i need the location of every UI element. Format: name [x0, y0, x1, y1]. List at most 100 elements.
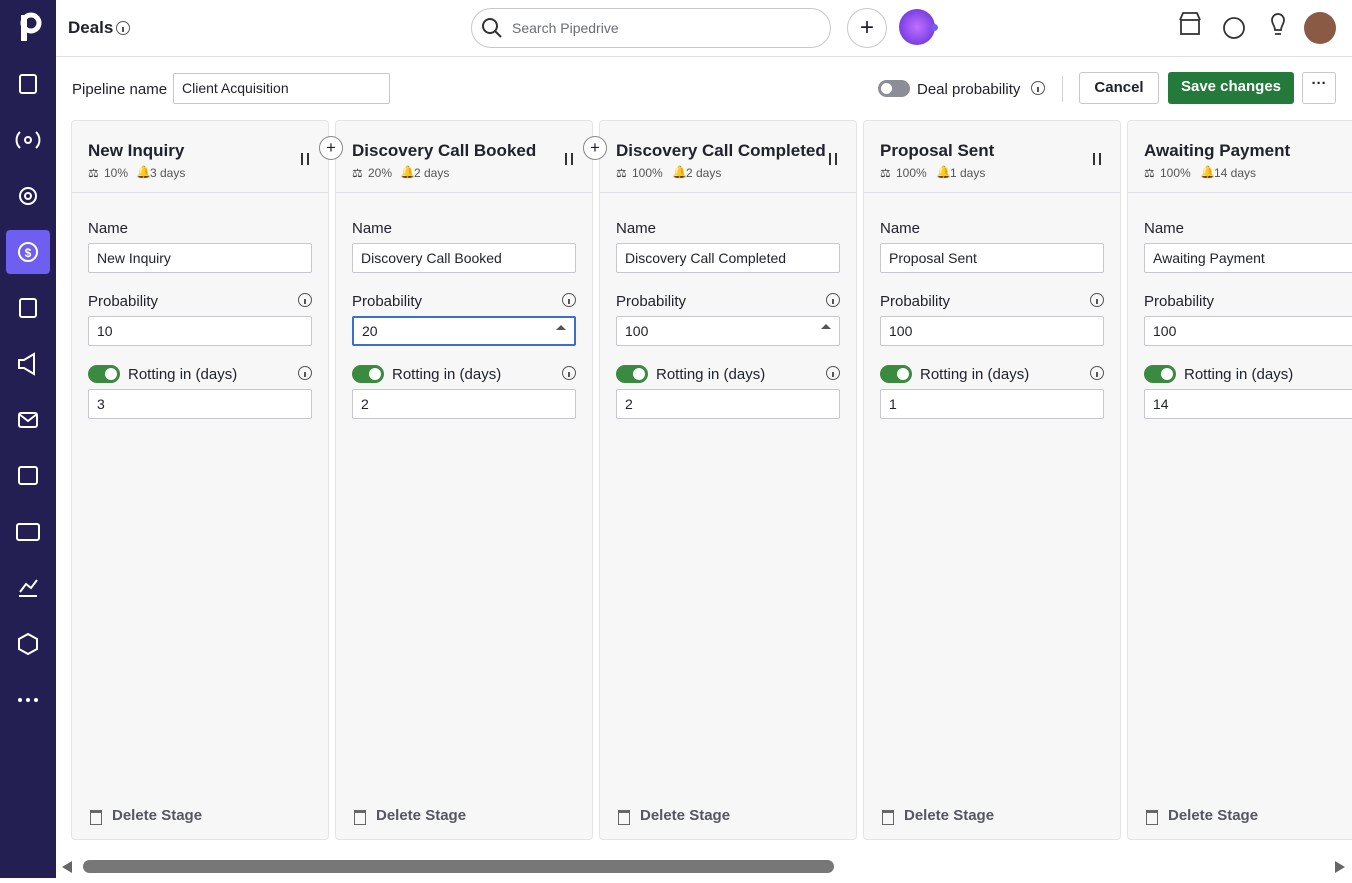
stage-column: Proposal Sent ⚖ 100% 🔔 1 days Name Proposal Se…: [863, 120, 1121, 840]
deal-probability-label: Deal probability: [917, 81, 1021, 98]
rotting-input[interactable]: 2: [616, 389, 840, 419]
trash-icon: [618, 810, 630, 825]
add-stage-button[interactable]: +: [319, 136, 343, 160]
rotting-input[interactable]: 14: [1144, 389, 1352, 419]
trash-icon: [90, 810, 102, 825]
name-input[interactable]: New Inquiry: [88, 243, 312, 273]
delete-stage[interactable]: Delete Stage: [904, 807, 995, 824]
balance-icon: ⚖: [352, 166, 363, 180]
probability-input[interactable]: 100: [616, 316, 840, 346]
stage-column: New Inquiry ⚖ 10% 🔔 3 days Name New Inquiry Pro…: [71, 120, 329, 840]
name-input[interactable]: Discovery Call Booked: [352, 243, 576, 273]
stage-probability-summary: 100%: [896, 166, 927, 180]
header-divider: [864, 192, 1120, 193]
name-label: Name: [88, 220, 129, 237]
rotting-label: Rotting in (days): [920, 366, 1030, 383]
balance-icon: ⚖: [616, 166, 627, 180]
header-divider: [336, 192, 592, 193]
stage-rotting-summary: 2 days: [414, 166, 450, 180]
rotting-info: [562, 366, 576, 380]
rotting-input[interactable]: 3: [88, 389, 312, 419]
probability-label: Probability: [1144, 293, 1215, 310]
stage-name: Discovery Call Booked: [352, 141, 537, 160]
more-button[interactable]: ···: [1302, 72, 1336, 104]
title-info: [116, 21, 130, 35]
probability-label: Probability: [880, 293, 951, 310]
bell-icon: 🔔: [1200, 165, 1215, 179]
drag-handle[interactable]: [829, 153, 837, 165]
drag-handle[interactable]: [565, 153, 573, 165]
probability-input[interactable]: 10: [88, 316, 312, 346]
ai-dot: [931, 24, 938, 31]
drag-handle[interactable]: [301, 153, 309, 165]
probability-info: [1090, 293, 1104, 307]
avatar[interactable]: [1304, 12, 1336, 44]
drag-handle[interactable]: [1093, 153, 1101, 165]
rotting-input[interactable]: 1: [880, 389, 1104, 419]
search-box[interactable]: Search Pipedrive: [471, 8, 831, 48]
save-button[interactable]: Save changes: [1168, 72, 1294, 104]
stage-rotting-summary: 14 days: [1214, 166, 1257, 180]
probability-label: Probability: [352, 293, 423, 310]
name-label: Name: [352, 220, 393, 237]
rotting-toggle[interactable]: [1144, 365, 1176, 383]
stage-rotting-summary: 2 days: [686, 166, 722, 180]
balance-icon: ⚖: [880, 166, 891, 180]
name-input[interactable]: Awaiting Payment: [1144, 243, 1352, 273]
probability-info: [826, 293, 840, 307]
ai-button[interactable]: [899, 9, 935, 45]
rotting-toggle[interactable]: [88, 365, 120, 383]
stage-name: Proposal Sent: [880, 141, 995, 160]
probability-input[interactable]: 100: [1144, 316, 1352, 346]
scroll-right[interactable]: [1335, 861, 1345, 873]
delete-stage[interactable]: Delete Stage: [112, 807, 203, 824]
scroll-left[interactable]: [62, 861, 72, 873]
rotting-toggle[interactable]: [616, 365, 648, 383]
cancel-button[interactable]: Cancel: [1079, 72, 1159, 104]
stage-board: New Inquiry ⚖ 10% 🔔 3 days Name New Inquiry Pro…: [56, 110, 1352, 850]
sidebar-icons: $: [6, 12, 50, 702]
rotting-input[interactable]: 2: [352, 389, 576, 419]
delete-stage[interactable]: Delete Stage: [1168, 807, 1259, 824]
add-stage-button[interactable]: +: [583, 136, 607, 160]
rotting-label: Rotting in (days): [128, 366, 238, 383]
delete-stage[interactable]: Delete Stage: [640, 807, 731, 824]
probability-info: [1031, 81, 1045, 95]
add-button[interactable]: +: [847, 8, 887, 48]
name-input[interactable]: Discovery Call Completed: [616, 243, 840, 273]
header-divider: [72, 192, 328, 193]
top-bar: Deals Search Pipedrive +: [56, 0, 1352, 57]
probability-label: Probability: [88, 293, 159, 310]
stage-column: Discovery Call Completed ⚖ 100% 🔔 2 days Name…: [599, 120, 857, 840]
scrollbar-thumb[interactable]: [83, 860, 834, 873]
probability-switch[interactable]: [878, 80, 910, 97]
trash-icon: [1146, 810, 1158, 825]
stage-column: Awaiting Payment ⚖ 100% 🔔 14 days Name Awaitin…: [1127, 120, 1352, 840]
delete-stage[interactable]: Delete Stage: [376, 807, 467, 824]
name-input[interactable]: Proposal Sent: [880, 243, 1104, 273]
probability-input[interactable]: 20: [352, 316, 576, 346]
bell-icon: 🔔: [672, 165, 687, 179]
header-divider: [600, 192, 856, 193]
name-label: Name: [880, 220, 921, 237]
stage-probability-summary: 100%: [632, 166, 663, 180]
rotting-label: Rotting in (days): [656, 366, 766, 383]
stage-name: Awaiting Payment: [1144, 141, 1291, 160]
rotting-info: [826, 366, 840, 380]
stage-probability-summary: 10%: [104, 166, 129, 180]
probability-info: [562, 293, 576, 307]
header-divider: [1128, 192, 1352, 193]
stage-rotting-summary: 1 days: [950, 166, 986, 180]
pipeline-name-input[interactable]: Client Acquisition: [173, 73, 390, 104]
probability-label: Probability: [616, 293, 687, 310]
bell-icon: 🔔: [936, 165, 951, 179]
divider: [1062, 76, 1063, 102]
balance-icon: ⚖: [1144, 166, 1155, 180]
rotting-toggle[interactable]: [880, 365, 912, 383]
stage-name: Discovery Call Completed: [616, 141, 826, 160]
stage-probability-summary: 20%: [368, 166, 393, 180]
rotting-toggle[interactable]: [352, 365, 384, 383]
stage-name: New Inquiry: [88, 141, 185, 160]
probability-input[interactable]: 100: [880, 316, 1104, 346]
